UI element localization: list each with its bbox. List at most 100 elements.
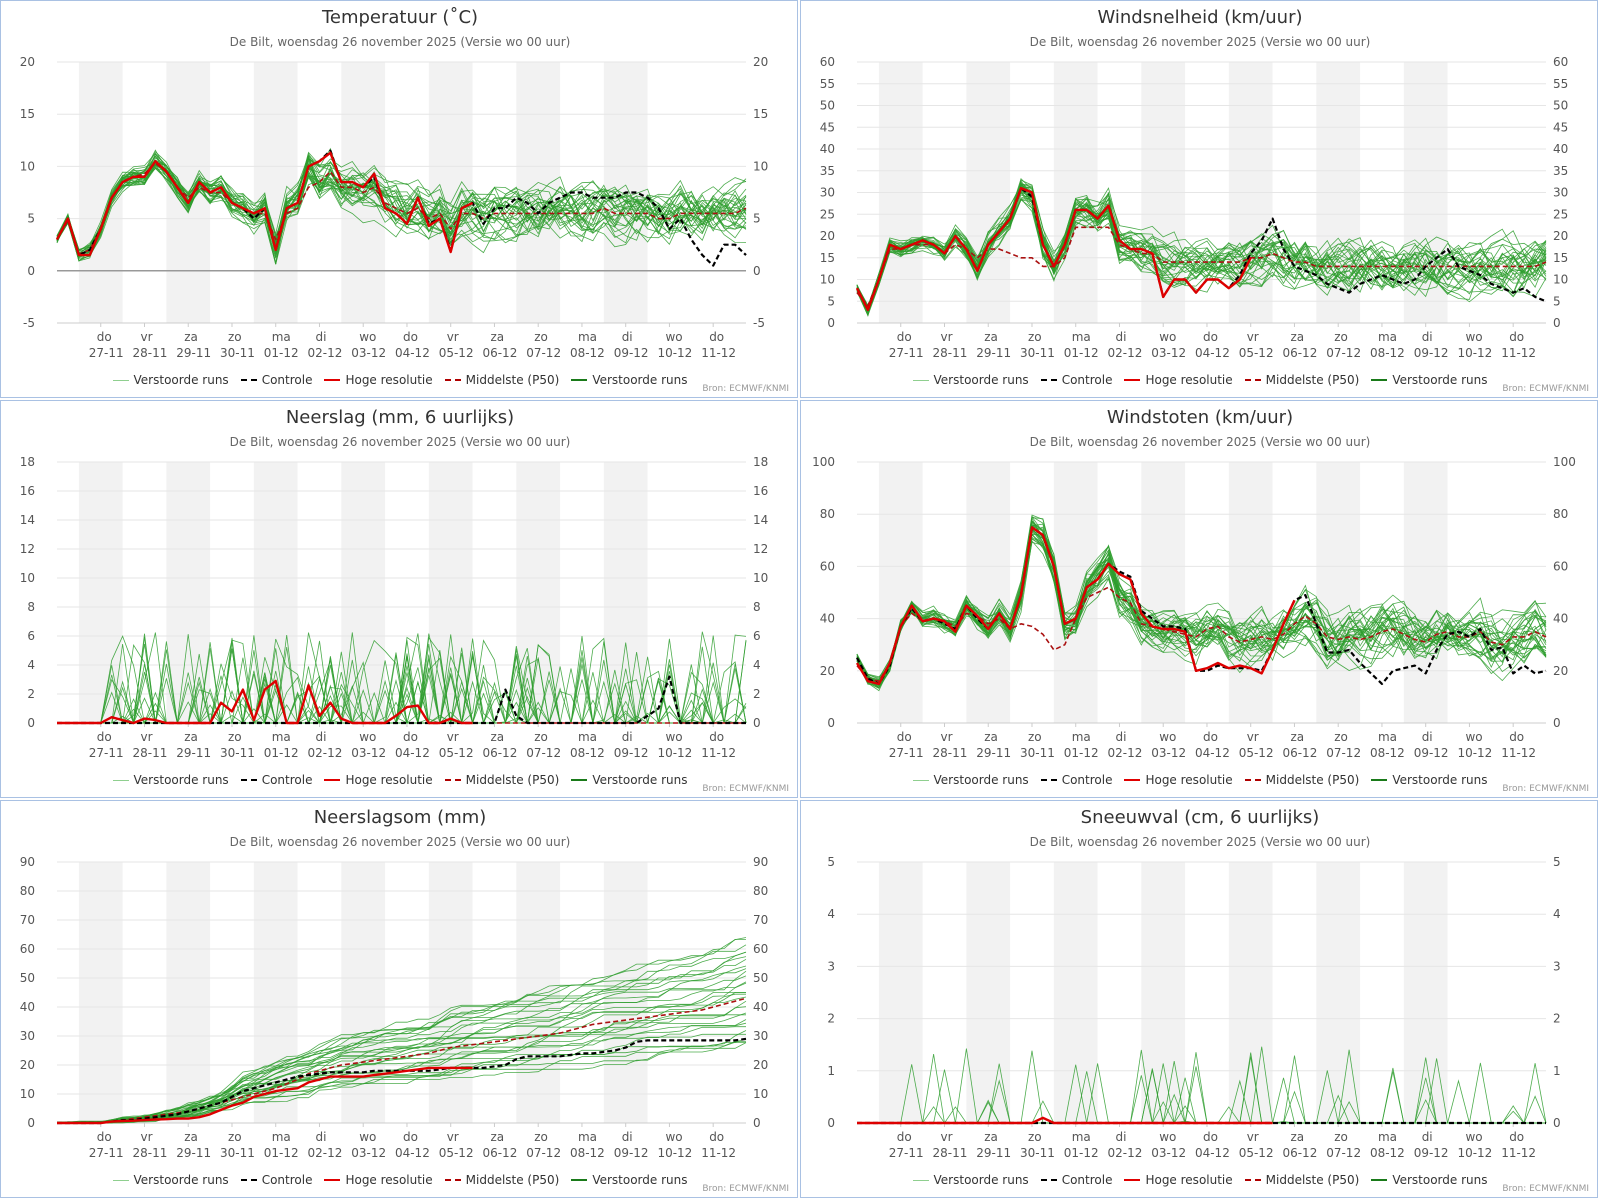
legend-item[interactable]: Middelste (P50) xyxy=(1244,373,1359,387)
legend-item[interactable]: Middelste (P50) xyxy=(1244,773,1360,787)
legend-item[interactable]: Verstoorde runs xyxy=(571,773,687,787)
x-tick-day: ma xyxy=(578,1130,597,1144)
legend-item[interactable]: Verstoorde runs xyxy=(1371,773,1487,787)
control-line xyxy=(856,526,1547,685)
legend-item[interactable]: Verstoorde runs xyxy=(112,773,229,787)
legend-swatch xyxy=(1371,379,1388,381)
x-tick-day: zo xyxy=(1334,1130,1348,1144)
x-tick-day: za xyxy=(1290,1130,1304,1144)
ensemble-member-line xyxy=(856,531,1547,687)
y-tick-label-right: 15 xyxy=(1553,251,1568,265)
legend-item[interactable]: Controle xyxy=(240,373,312,387)
median-line xyxy=(57,997,747,1124)
x-tick-day: zo xyxy=(1334,730,1348,744)
legend-swatch xyxy=(324,779,341,781)
day-band xyxy=(78,462,123,723)
legend-label: Verstoorde runs xyxy=(133,1173,229,1187)
chart-subtitle: De Bilt, woensdag 26 november 2025 (Vers… xyxy=(229,435,571,449)
x-tick-date: 11-12 xyxy=(1501,746,1536,760)
x-tick-day: vr xyxy=(1247,330,1259,344)
y-tick-label-left: 80 xyxy=(20,884,35,898)
x-tick-date: 03-12 xyxy=(1151,346,1186,360)
legend-item[interactable]: Hoge resolutie xyxy=(324,1173,433,1187)
legend-item[interactable]: Middelste (P50) xyxy=(444,773,559,787)
x-tick-date: 02-12 xyxy=(1107,746,1142,760)
legend-item[interactable]: Controle xyxy=(1040,773,1112,787)
x-tick-day: wo xyxy=(665,730,682,744)
legend-item[interactable]: Verstoorde runs xyxy=(1371,373,1487,387)
legend-item[interactable]: Middelste (P50) xyxy=(444,373,559,387)
y-tick-label-right: 14 xyxy=(753,513,768,527)
y-tick-label-right: 45 xyxy=(1553,120,1568,134)
x-tick-date: 29-11 xyxy=(176,1146,211,1160)
legend-swatch xyxy=(444,379,461,381)
x-tick-date: 09-12 xyxy=(1414,1146,1449,1160)
legend-item[interactable]: Verstoorde runs xyxy=(571,1173,687,1187)
chart-legend: Verstoorde runs Controle Hoge resolutie Mid… xyxy=(1,1171,797,1189)
x-tick-date: 05-12 xyxy=(1239,346,1274,360)
legend-item[interactable]: Verstoorde runs xyxy=(912,373,1029,387)
legend-item[interactable]: Verstoorde runs xyxy=(912,1173,1029,1187)
x-tick-day: do xyxy=(1509,330,1524,344)
legend-label: Verstoorde runs xyxy=(592,373,688,387)
y-tick-label-left: 60 xyxy=(820,559,835,573)
legend-item[interactable]: Hoge resolutie xyxy=(1124,1173,1233,1187)
legend-item[interactable]: Verstoorde runs xyxy=(112,373,229,387)
x-tick-date: 27-11 xyxy=(889,346,924,360)
y-tick-label-right: 0 xyxy=(753,716,761,730)
panel-cumulative-precipitation: 0 0 10 10 20 20 30 30 40 40 50 50 60 60 70 70 80 80 90 90 do… xyxy=(0,800,798,1198)
y-tick-label-left: 18 xyxy=(20,455,35,469)
x-tick-day: wo xyxy=(665,1130,682,1144)
legend-item[interactable]: Hoge resolutie xyxy=(324,773,433,787)
legend-item[interactable]: Middelste (P50) xyxy=(1244,1173,1359,1187)
y-tick-label-left: 2 xyxy=(827,1012,835,1026)
x-tick-date: 28-11 xyxy=(132,346,167,360)
legend-label: Verstoorde runs xyxy=(1392,1173,1488,1187)
hires-line xyxy=(57,1066,473,1125)
legend-label: Middelste (P50) xyxy=(1265,773,1360,787)
y-tick-label-right: 12 xyxy=(753,542,768,556)
legend-swatch xyxy=(240,779,257,781)
x-tick-day: za xyxy=(984,330,998,344)
x-tick-date: 08-12 xyxy=(1370,746,1405,760)
x-tick-day: do xyxy=(1509,1130,1524,1144)
legend-item[interactable]: Verstoorde runs xyxy=(1371,1173,1487,1187)
legend-item[interactable]: Hoge resolutie xyxy=(324,373,433,387)
x-tick-day: za xyxy=(490,730,504,744)
x-tick-day: wo xyxy=(665,330,682,344)
x-tick-day: ma xyxy=(1072,1130,1091,1144)
y-tick-label-left: 5 xyxy=(27,212,35,226)
y-tick-label-left: 45 xyxy=(820,120,835,134)
legend-item[interactable]: Verstoorde runs xyxy=(912,773,1029,787)
ensemble-member-line xyxy=(56,153,747,258)
x-tick-day: vr xyxy=(447,1130,459,1144)
legend-item[interactable]: Controle xyxy=(240,1173,312,1187)
legend-item[interactable]: Middelste (P50) xyxy=(444,1173,559,1187)
chart-title: Neerslagsom (mm) xyxy=(313,807,487,828)
legend-swatch xyxy=(912,379,929,381)
legend-item[interactable]: Controle xyxy=(1040,1173,1113,1187)
legend-item[interactable]: Hoge resolutie xyxy=(1124,373,1233,387)
control-line xyxy=(57,1037,747,1125)
legend-item[interactable]: Controle xyxy=(240,773,312,787)
x-tick-date: 29-11 xyxy=(976,1146,1011,1160)
legend-swatch xyxy=(112,1179,129,1181)
x-tick-date: 09-12 xyxy=(614,1146,649,1160)
legend-swatch xyxy=(1244,1179,1261,1181)
legend-item[interactable]: Verstoorde runs xyxy=(571,373,687,387)
y-tick-label-left: 5 xyxy=(827,294,835,308)
x-tick-day: ma xyxy=(272,1130,291,1144)
x-tick-date: 30-11 xyxy=(1020,346,1055,360)
x-tick-date: 05-12 xyxy=(1239,1146,1274,1160)
legend-label: Controle xyxy=(1061,1173,1113,1187)
y-tick-label-left: 25 xyxy=(820,207,835,221)
x-tick-day: za xyxy=(490,1130,504,1144)
x-tick-day: ma xyxy=(1378,330,1397,344)
x-tick-date: 07-12 xyxy=(526,1146,561,1160)
legend-item[interactable]: Controle xyxy=(1040,373,1112,387)
legend-item[interactable]: Hoge resolutie xyxy=(1124,773,1233,787)
x-tick-date: 04-12 xyxy=(1195,1146,1230,1160)
y-tick-label-left: 60 xyxy=(20,942,35,956)
y-tick-label-right: 50 xyxy=(1553,99,1568,113)
legend-item[interactable]: Verstoorde runs xyxy=(112,1173,229,1187)
